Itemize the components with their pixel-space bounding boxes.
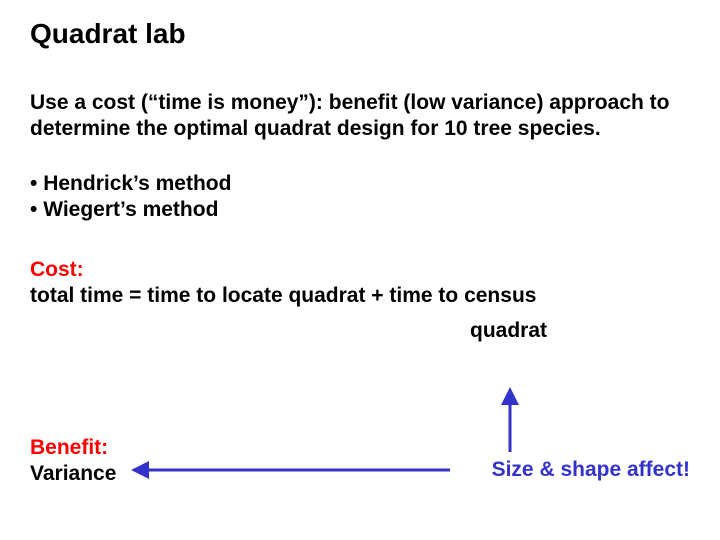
page-title: Quadrat lab: [30, 18, 690, 50]
list-item: • Wiegert’s method: [30, 197, 690, 223]
cost-label: Cost:: [30, 258, 84, 281]
bullet-text: Wiegert’s method: [43, 198, 218, 221]
cost-line1: total time = time to locate quadrat + ti…: [30, 284, 536, 307]
bullet-text: Hendrick’s method: [43, 172, 231, 195]
benefit-line: Variance: [30, 462, 116, 485]
size-shape-text: Size & shape affect!: [492, 458, 690, 482]
cost-block: Cost: total time = time to locate quadra…: [30, 257, 690, 310]
bullet-list: • Hendrick’s method • Wiegert’s method: [30, 171, 690, 224]
intro-paragraph: Use a cost (“time is money”): benefit (l…: [30, 90, 690, 143]
slide: Quadrat lab Use a cost (“time is money”)…: [0, 0, 720, 540]
list-item: • Hendrick’s method: [30, 171, 690, 197]
cost-line2: quadrat: [30, 318, 690, 344]
benefit-label: Benefit:: [30, 436, 108, 459]
benefit-block: Benefit: Variance: [30, 435, 116, 488]
